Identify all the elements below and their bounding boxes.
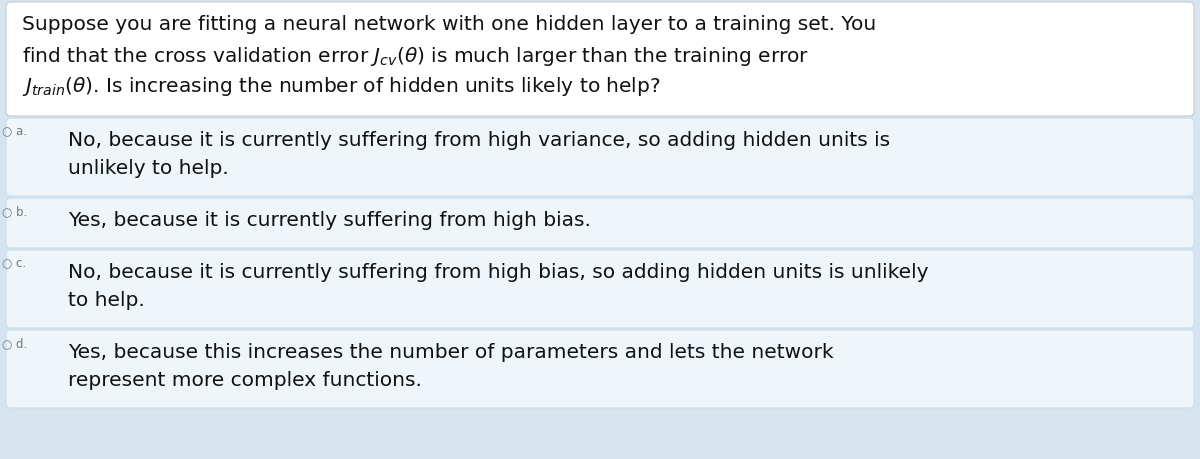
Text: ○ c.: ○ c. (2, 257, 26, 269)
Text: ○ d.: ○ d. (2, 336, 28, 349)
Text: unlikely to help.: unlikely to help. (68, 159, 229, 178)
Text: No, because it is currently suffering from high bias, so adding hidden units is : No, because it is currently suffering fr… (68, 263, 929, 281)
Text: No, because it is currently suffering from high variance, so adding hidden units: No, because it is currently suffering fr… (68, 131, 890, 150)
Text: ○ a.: ○ a. (2, 125, 28, 138)
Text: ○ b.: ○ b. (2, 205, 28, 218)
Text: $J_{train}(\theta)$. Is increasing the number of hidden units likely to help?: $J_{train}(\theta)$. Is increasing the n… (22, 75, 660, 98)
Text: find that the cross validation error $J_{cv}(\theta)$ is much larger than the tr: find that the cross validation error $J_… (22, 45, 809, 68)
Text: Yes, because this increases the number of parameters and lets the network: Yes, because this increases the number o… (68, 342, 834, 361)
Text: to help.: to help. (68, 291, 145, 309)
Text: Yes, because it is currently suffering from high bias.: Yes, because it is currently suffering f… (68, 211, 590, 230)
FancyBboxPatch shape (6, 330, 1194, 408)
FancyBboxPatch shape (6, 199, 1194, 248)
FancyBboxPatch shape (6, 3, 1194, 117)
FancyBboxPatch shape (6, 251, 1194, 328)
Text: represent more complex functions.: represent more complex functions. (68, 370, 422, 389)
Text: Suppose you are fitting a neural network with one hidden layer to a training set: Suppose you are fitting a neural network… (22, 15, 876, 34)
FancyBboxPatch shape (6, 119, 1194, 196)
